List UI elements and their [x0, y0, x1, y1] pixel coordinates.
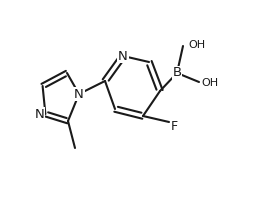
Text: N: N [35, 108, 44, 120]
Text: F: F [171, 120, 178, 134]
Text: B: B [172, 66, 182, 79]
Text: OH: OH [189, 40, 206, 50]
Text: N: N [74, 88, 84, 100]
Text: N: N [118, 49, 128, 62]
Text: OH: OH [201, 78, 218, 88]
